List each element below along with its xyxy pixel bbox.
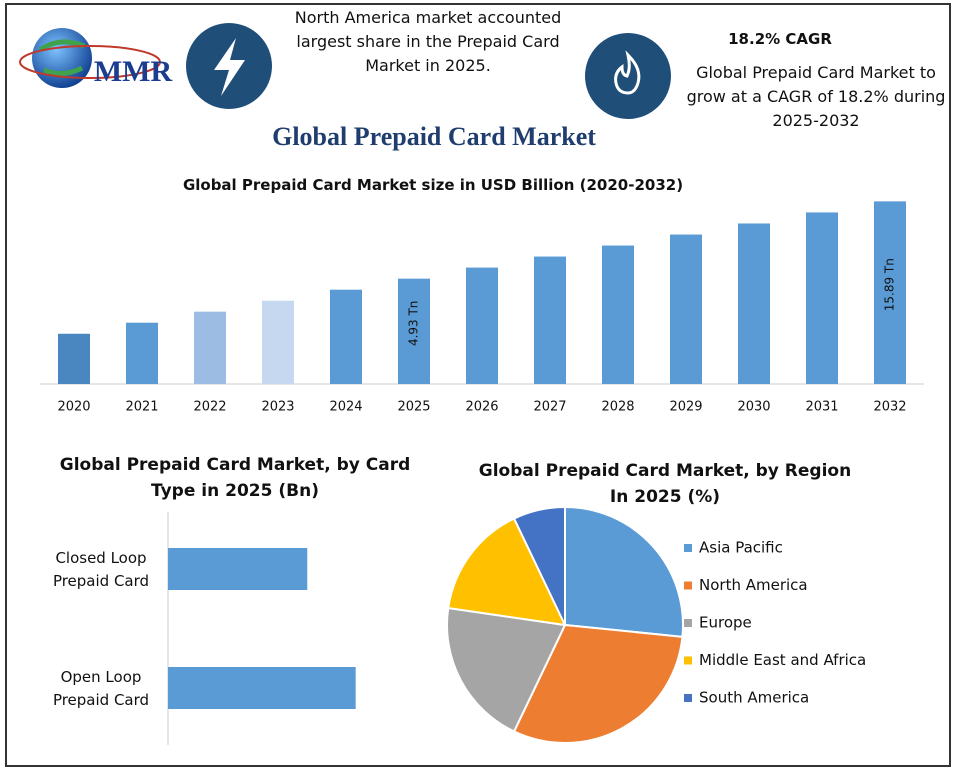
x-tick-label: 2021	[125, 400, 158, 415]
bar	[534, 256, 566, 384]
legend-label: North America	[699, 576, 808, 594]
pie-slice	[512, 505, 566, 626]
bar	[806, 212, 838, 384]
legend-label: Middle East and Africa	[699, 651, 866, 669]
frame	[5, 3, 951, 767]
bolt	[214, 38, 245, 96]
x-tick-label: 2032	[873, 400, 906, 415]
logo-swoosh	[19, 45, 161, 79]
value-label: 15.89 Tn	[883, 258, 897, 311]
bar	[58, 333, 90, 384]
bar	[330, 289, 362, 384]
legend-label: South America	[699, 689, 809, 707]
bar	[874, 201, 906, 384]
x-tick-label: 2025	[397, 400, 430, 415]
bar	[670, 234, 702, 384]
bar	[126, 322, 158, 384]
x-tick-label: 2029	[669, 400, 702, 415]
x-tick-label: 2031	[805, 400, 838, 415]
bar	[194, 311, 226, 384]
bar	[262, 300, 294, 384]
y-tick-label: Closed Loop Prepaid Card	[52, 549, 150, 590]
bar	[168, 548, 308, 590]
flame	[614, 50, 641, 95]
legend-swatch	[684, 619, 692, 627]
legend-label: Europe	[699, 614, 752, 632]
x-tick-label: 2026	[465, 400, 498, 415]
legend-swatch	[684, 656, 692, 665]
main-title: Global Prepaid Card Market	[272, 122, 596, 151]
cagr-text: Global Prepaid Card Market to grow at a …	[686, 63, 946, 130]
pie-slice	[564, 505, 684, 638]
x-tick-label: 2030	[737, 400, 770, 415]
header-fact: North America market accounted largest s…	[294, 8, 562, 75]
bar	[466, 267, 498, 384]
pie-slice	[446, 606, 567, 733]
x-tick-label: 2020	[57, 400, 90, 415]
legend-swatch	[684, 694, 692, 702]
logo-land	[38, 39, 85, 76]
legend-label: Asia Pacific	[699, 539, 783, 557]
x-tick-label: 2024	[329, 400, 362, 415]
legend-swatch	[684, 544, 692, 552]
hbar-title: Global Prepaid Card Market, by Card Type…	[59, 455, 411, 501]
cagr-title: 18.2% CAGR	[728, 30, 832, 48]
y-tick-label: Open Loop Prepaid Card	[52, 668, 150, 709]
value-label: 4.93 Tn	[407, 301, 421, 346]
bar	[398, 278, 430, 384]
logo-text: MMR	[94, 55, 173, 88]
pie-title: Global Prepaid Card Market, by Region In…	[478, 461, 852, 507]
bar	[168, 667, 356, 709]
pie-slice	[512, 623, 684, 744]
pie-slice	[447, 517, 567, 627]
logo-globe	[32, 28, 92, 88]
x-tick-label: 2023	[261, 400, 294, 415]
bar-title: Global Prepaid Card Market size in USD B…	[182, 176, 684, 194]
bar	[602, 245, 634, 384]
x-tick-label: 2027	[533, 400, 566, 415]
legend-swatch	[684, 581, 692, 590]
x-tick-label: 2028	[601, 400, 634, 415]
x-tick-label: 2022	[193, 400, 226, 415]
bar	[738, 223, 770, 384]
